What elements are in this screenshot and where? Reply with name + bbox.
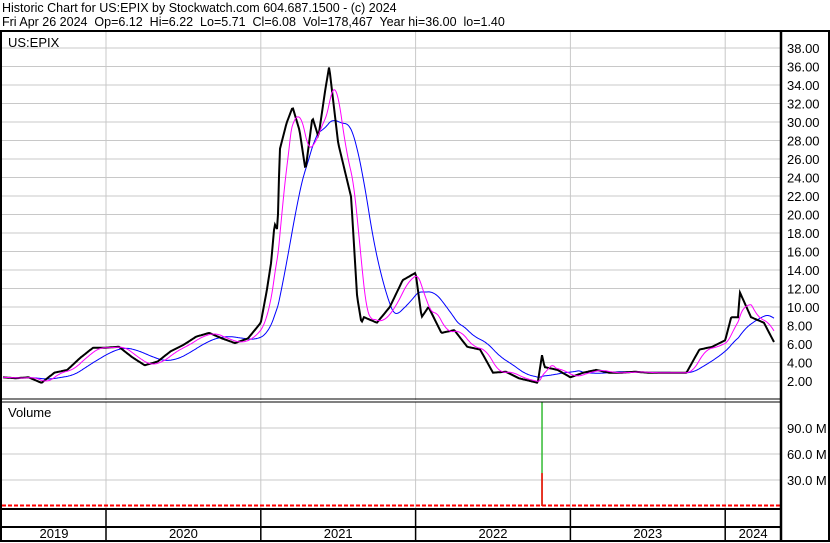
price-tick-label: 20.00	[787, 208, 820, 223]
volume-tick-label: 60.0 M	[787, 447, 827, 462]
volume-label: Volume	[8, 405, 51, 420]
symbol-label: US:EPIX	[8, 35, 60, 50]
price-tick-label: 8.00	[787, 319, 812, 334]
price-tick-label: 12.00	[787, 282, 820, 297]
grid	[2, 32, 781, 508]
chart-frame	[0, 30, 830, 542]
price-tick-label: 18.00	[787, 226, 820, 241]
year-label: 2020	[169, 526, 198, 541]
price-tick-label: 30.00	[787, 115, 820, 130]
price-tick-label: 2.00	[787, 374, 812, 389]
price-line	[2, 67, 775, 384]
outer-border	[0, 30, 830, 542]
price-tick-label: 22.00	[787, 189, 820, 204]
price-tick-label: 14.00	[787, 263, 820, 278]
price-tick-label: 24.00	[787, 171, 820, 186]
price-lines	[2, 67, 775, 384]
price-tick-label: 6.00	[787, 337, 812, 352]
chart-title: Historic Chart for US:EPIX by Stockwatch…	[2, 1, 397, 15]
quote-summary: Fri Apr 26 2024 Op=6.12 Hi=6.22 Lo=5.71 …	[2, 15, 505, 29]
price-tick-label: 34.00	[787, 78, 820, 93]
year-label: 2019	[40, 526, 69, 541]
price-tick-label: 16.00	[787, 245, 820, 260]
price-tick-label: 10.00	[787, 300, 820, 315]
year-label: 2022	[479, 526, 508, 541]
price-tick-label: 36.00	[787, 60, 820, 75]
volume-tick-label: 30.0 M	[787, 473, 827, 488]
volume-bars	[2, 402, 781, 507]
year-label: 2023	[633, 526, 662, 541]
volume-tick-label: 90.0 M	[787, 421, 827, 436]
ma-short-line	[2, 89, 775, 382]
axis-labels: 2.00 4.00 6.00 8.00 10.00 12.00 14.00 16.00 18.0…	[40, 41, 827, 541]
year-label: 2021	[324, 526, 353, 541]
year-label: 2024	[739, 526, 768, 541]
price-tick-label: 4.00	[787, 356, 812, 371]
price-tick-label: 28.00	[787, 134, 820, 149]
price-tick-label: 32.00	[787, 97, 820, 112]
price-tick-label: 38.00	[787, 41, 820, 56]
price-tick-label: 26.00	[787, 152, 820, 167]
